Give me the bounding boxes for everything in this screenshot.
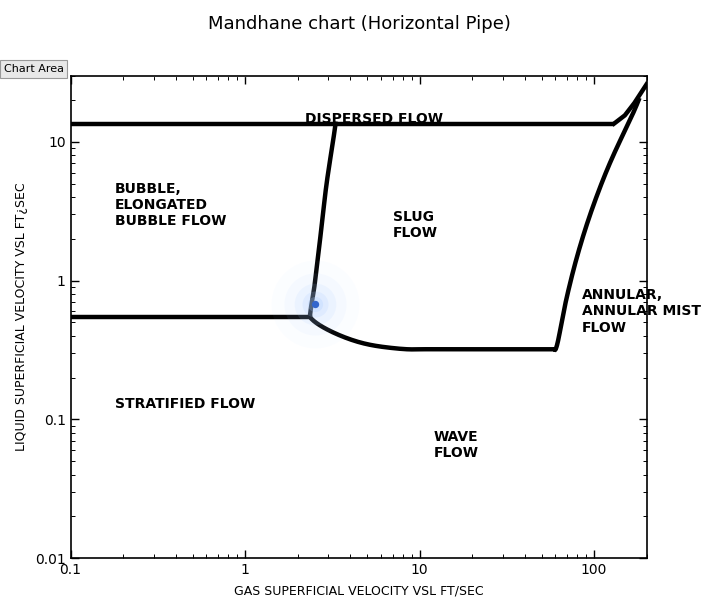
Point [309, 299, 320, 308]
Text: Chart Area: Chart Area [4, 64, 64, 74]
Text: BUBBLE,
ELONGATED
BUBBLE FLOW: BUBBLE, ELONGATED BUBBLE FLOW [115, 182, 226, 228]
Point [309, 299, 320, 308]
Text: SLUG
FLOW: SLUG FLOW [393, 211, 437, 241]
Point [309, 299, 320, 308]
Point [309, 299, 320, 308]
X-axis label: GAS SUPERFICIAL VELOCITY VSL FT/SEC: GAS SUPERFICIAL VELOCITY VSL FT/SEC [234, 584, 483, 597]
Text: Mandhane chart (Horizontal Pipe): Mandhane chart (Horizontal Pipe) [208, 15, 510, 33]
Text: WAVE
FLOW: WAVE FLOW [434, 430, 478, 460]
Text: ANNULAR,
ANNULAR MIST
FLOW: ANNULAR, ANNULAR MIST FLOW [582, 288, 701, 335]
Point [309, 299, 320, 308]
Y-axis label: LIQUID SUPERFICIAL VELOCITY VSL FT¿SEC: LIQUID SUPERFICIAL VELOCITY VSL FT¿SEC [15, 182, 28, 451]
Text: STRATIFIED FLOW: STRATIFIED FLOW [115, 397, 256, 411]
Point [309, 299, 320, 308]
Text: DISPERSED FLOW: DISPERSED FLOW [305, 113, 443, 126]
